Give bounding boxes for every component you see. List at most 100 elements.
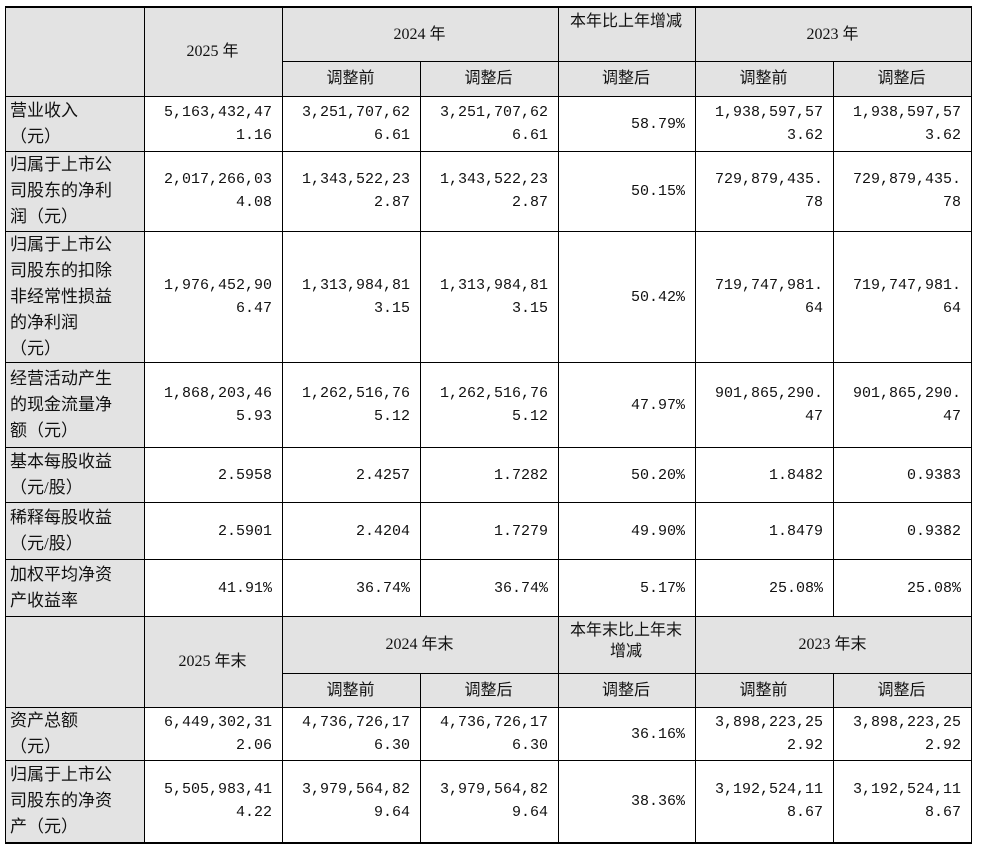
value-v2024-after: 1,313,984,813.15 bbox=[440, 276, 549, 317]
value-v2023-before: 3,898,223,252.92 bbox=[715, 713, 824, 754]
value-v2024-before: 1,343,522,232.87 bbox=[301, 171, 411, 211]
value-v2023-after: 729,879,435.78 bbox=[853, 171, 962, 211]
subheader-after-adjustment: 调整后 bbox=[833, 60, 973, 97]
row-label-line: 司股东的净资 bbox=[10, 791, 112, 811]
value-cell-v2023-before: 1,938,597,573.62 bbox=[695, 95, 835, 152]
row-label-line: 产（元） bbox=[10, 817, 78, 837]
value-v2023-after: 0.9383 bbox=[907, 466, 962, 484]
value-v2024-before: 1,313,984,813.15 bbox=[301, 276, 411, 317]
value-cell-v2023-before: 719,747,981.64 bbox=[695, 230, 835, 363]
value-cell-v2023-after: 3,192,524,118.67 bbox=[833, 759, 973, 844]
value-v2023-after: 1,938,597,573.62 bbox=[853, 103, 962, 144]
row-label-line: （元） bbox=[10, 126, 61, 146]
value-v2023-before: 3,192,524,118.67 bbox=[715, 781, 824, 822]
value-v2024-before: 3,979,564,829.64 bbox=[301, 781, 411, 822]
row-label-line: 归属于上市公 bbox=[10, 155, 112, 174]
value-cell-v2025: 2,017,266,034.08 bbox=[144, 150, 283, 232]
value-cell-change: 36.16% bbox=[558, 706, 697, 761]
value-v2024-after: 3,251,707,626.61 bbox=[440, 103, 549, 144]
row-label-line: 司股东的扣除 bbox=[10, 260, 112, 280]
value-change: 5.17% bbox=[640, 579, 686, 597]
row-label-line: 司股东的净利 bbox=[10, 181, 112, 200]
table-body: 2025 年 2024 年本年比上年增减 2023 年调整前 调整后 调整后 调整前 调整后… bbox=[5, 6, 973, 844]
value-cell-change: 50.15% bbox=[558, 150, 697, 232]
row-label: 营业收入 （元） bbox=[5, 95, 145, 152]
value-v2023-after: 901,865,290.47 bbox=[853, 384, 962, 425]
value-cell-v2025: 6,449,302,312.06 bbox=[144, 706, 283, 761]
row-label-line: 产收益率 bbox=[10, 590, 78, 610]
value-v2024-before: 3,251,707,626.61 bbox=[301, 103, 411, 144]
value-v2025: 6,449,302,312.06 bbox=[163, 713, 273, 754]
subheader-before-adjustment: 调整前 bbox=[282, 60, 421, 97]
header-two-years-prior: 2023 年末 bbox=[695, 615, 973, 674]
value-v2025: 5,505,983,414.22 bbox=[163, 781, 273, 822]
value-v2024-before: 1,262,516,765.12 bbox=[301, 384, 411, 425]
value-v2025: 1,868,203,465.93 bbox=[163, 384, 273, 425]
value-cell-v2025: 5,163,432,471.16 bbox=[144, 95, 283, 152]
subheader-after-adjustment: 调整后 bbox=[833, 672, 973, 708]
value-cell-v2024-after: 1.7279 bbox=[419, 501, 560, 560]
value-cell-v2024-before: 2.4204 bbox=[282, 501, 421, 560]
value-cell-v2024-after: 3,251,707,626.61 bbox=[419, 95, 560, 152]
value-change: 50.42% bbox=[631, 288, 686, 306]
value-change: 49.90% bbox=[631, 522, 686, 540]
value-cell-v2024-after: 1,262,516,765.12 bbox=[419, 361, 560, 448]
value-cell-change: 47.97% bbox=[558, 361, 697, 448]
value-cell-v2023-after: 3,898,223,252.92 bbox=[833, 706, 973, 761]
row-label: 稀释每股收益 （元/股） bbox=[5, 501, 145, 560]
row-label: 归属于上市公 司股东的净利 润（元） bbox=[5, 150, 145, 232]
table-row: 归属于上市公 司股东的净利 润（元） 2,017,266,034.08 1,343,52… bbox=[5, 150, 973, 232]
value-cell-v2024-before: 3,979,564,829.64 bbox=[282, 759, 421, 844]
value-v2025: 2.5958 bbox=[217, 466, 272, 484]
row-label: 归属于上市公 司股东的净资 产（元） bbox=[5, 759, 145, 844]
value-v2023-before: 729,879,435.78 bbox=[715, 171, 824, 211]
value-cell-v2024-after: 3,979,564,829.64 bbox=[419, 759, 560, 844]
value-cell-v2023-after: 25.08% bbox=[833, 558, 973, 617]
value-cell-v2024-before: 3,251,707,626.61 bbox=[282, 95, 421, 152]
value-cell-v2023-after: 1,938,597,573.62 bbox=[833, 95, 973, 152]
table-row: 营业收入 （元） 5,163,432,471.16 3,251,707,626.61 3… bbox=[5, 95, 973, 152]
financial-summary-table: 2025 年 2024 年本年比上年增减 2023 年调整前 调整后 调整后 调整前 调整后… bbox=[5, 6, 973, 844]
subheader-after-adjustment: 调整后 bbox=[558, 60, 697, 97]
value-change: 58.79% bbox=[631, 115, 686, 133]
value-cell-v2025: 2.5958 bbox=[144, 446, 283, 503]
value-cell-v2025: 1,868,203,465.93 bbox=[144, 361, 283, 448]
subheader-row: 调整前 调整后 调整后 调整前 调整后 bbox=[6, 672, 973, 708]
value-v2023-after: 25.08% bbox=[907, 579, 962, 597]
subheader-after-adjustment: 调整后 bbox=[419, 60, 560, 97]
table-row: 归属于上市公 司股东的扣除 非经常性损益 的净利润 （元） 1,976,452,906.4… bbox=[5, 230, 973, 363]
table-row: 加权平均净资 产收益率 41.91% 36.74% 36.74% 5.17% 25.08% 2… bbox=[5, 558, 973, 617]
value-cell-v2025: 1,976,452,906.47 bbox=[144, 230, 283, 363]
value-cell-change: 50.42% bbox=[558, 230, 697, 363]
header-current-year: 2025 年 bbox=[144, 6, 283, 97]
value-v2024-before: 2.4204 bbox=[355, 522, 410, 540]
row-label-line: 资产总额 bbox=[10, 710, 78, 730]
row-label: 加权平均净资 产收益率 bbox=[5, 558, 145, 617]
subheader-after-adjustment: 调整后 bbox=[558, 672, 697, 708]
header-row: 2025 年 2024 年本年比上年增减 2023 年 bbox=[5, 6, 973, 97]
row-label-line: 的现金流量净 bbox=[10, 394, 112, 414]
value-change: 47.97% bbox=[631, 396, 686, 414]
header-row: 2025 年末 2024 年末 本年末比上年末增减 2023 年末 bbox=[5, 615, 973, 708]
table-row: 基本每股收益 （元/股） 2.5958 2.4257 1.7282 50.20% 1.848… bbox=[5, 446, 973, 503]
value-change: 50.20% bbox=[631, 466, 686, 484]
row-label-line: 稀释每股收益 bbox=[10, 507, 112, 527]
value-cell-change: 38.36% bbox=[558, 759, 697, 844]
value-cell-v2023-before: 1.8479 bbox=[695, 501, 835, 560]
value-v2024-before: 4,736,726,176.30 bbox=[301, 713, 411, 754]
value-cell-v2024-after: 1.7282 bbox=[419, 446, 560, 503]
value-cell-v2024-after: 1,343,522,232.87 bbox=[419, 150, 560, 232]
subheader-before-adjustment: 调整前 bbox=[695, 672, 835, 708]
value-v2024-after: 1,343,522,232.87 bbox=[440, 171, 549, 211]
value-cell-v2023-after: 0.9382 bbox=[833, 501, 973, 560]
value-cell-v2024-before: 1,262,516,765.12 bbox=[282, 361, 421, 448]
value-v2025: 1,976,452,906.47 bbox=[163, 276, 273, 317]
value-v2025: 5,163,432,471.16 bbox=[163, 103, 273, 144]
subheader-before-adjustment: 调整前 bbox=[695, 60, 835, 97]
value-cell-v2023-before: 25.08% bbox=[695, 558, 835, 617]
subheader-row: 调整前 调整后 调整后 调整前 调整后 bbox=[6, 60, 973, 97]
value-v2024-before: 2.4257 bbox=[355, 466, 410, 484]
row-label: 经营活动产生 的现金流量净 额（元） bbox=[5, 361, 145, 448]
value-change: 36.16% bbox=[631, 725, 686, 743]
value-cell-v2024-after: 4,736,726,176.30 bbox=[419, 706, 560, 761]
